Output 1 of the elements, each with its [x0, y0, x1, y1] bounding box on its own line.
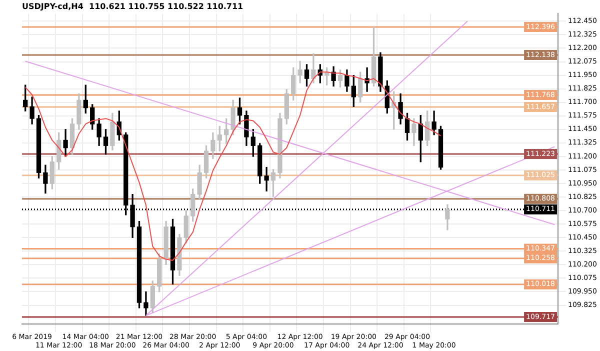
chart-title: USDJPY-cd,H4 110.621 110.755 110.522 110.711: [22, 2, 244, 11]
